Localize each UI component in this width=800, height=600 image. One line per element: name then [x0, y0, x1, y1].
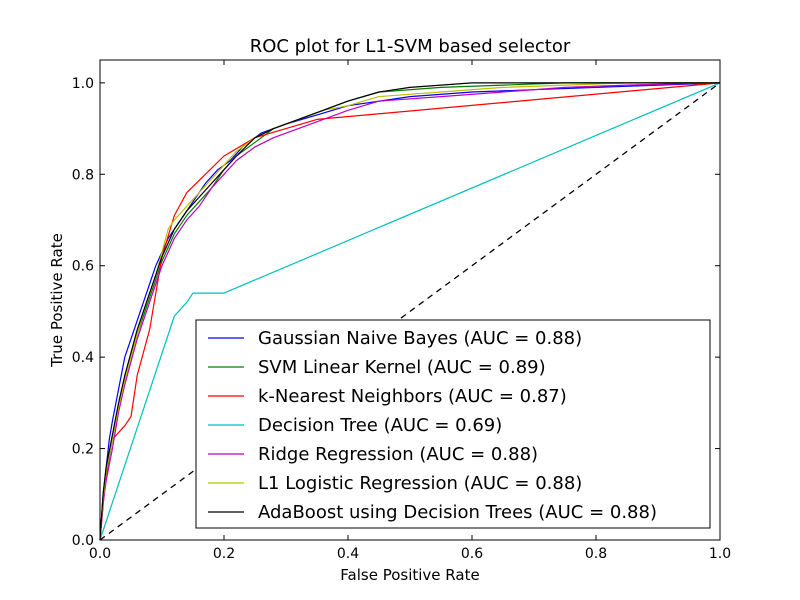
x-axis-title: False Positive Rate — [340, 566, 479, 584]
series-line-6 — [99, 82, 720, 541]
plot-area: 0.0 0.2 0.4 0.6 0.8 1.0 0.0 0.2 0.4 0.6 0.8 1.0 — [72, 59, 731, 562]
x-tick-label: 0.4 — [337, 546, 359, 562]
x-tick-label: 0.8 — [585, 546, 607, 562]
x-tick-label: 0.0 — [89, 546, 111, 562]
y-axis-title: True Positive Rate — [48, 233, 66, 368]
series-line-5 — [99, 82, 721, 541]
y-tick-label: 1.0 — [72, 76, 94, 92]
y-tick-label: 0.8 — [72, 167, 94, 183]
x-tick-label: 1.0 — [709, 546, 731, 562]
x-tick-label: 0.6 — [461, 546, 483, 562]
legend-label-2: SVM Linear Kernel (AUC = 0.89) — [258, 357, 546, 378]
legend: Gaussian Naive Bayes (AUC = 0.88) SVM Lin… — [195, 319, 711, 529]
plot-frame — [99, 59, 721, 541]
y-tick-label: 0.2 — [72, 442, 94, 458]
legend-label-5: Ridge Regression (AUC = 0.88) — [258, 444, 538, 465]
y-tick-label: 0.0 — [72, 533, 94, 549]
series-line-7 — [99, 82, 720, 541]
x-tick-label: 0.2 — [213, 546, 235, 562]
legend-label-7: AdaBoost using Decision Trees (AUC = 0.8… — [258, 502, 657, 523]
legend-label-1: Gaussian Naive Bayes (AUC = 0.88) — [258, 328, 582, 349]
legend-box — [195, 319, 711, 529]
y-tick-label: 0.4 — [72, 350, 94, 366]
legend-label-6: L1 Logistic Regression (AUC = 0.88) — [258, 473, 582, 494]
legend-label-3: k-Nearest Neighbors (AUC = 0.87) — [258, 386, 567, 407]
series-line-4 — [99, 82, 721, 541]
series-line-3 — [99, 82, 721, 541]
y-tick-label: 0.6 — [72, 259, 94, 275]
chart-title: ROC plot for L1-SVM based selector — [250, 36, 571, 57]
legend-label-4: Decision Tree (AUC = 0.69) — [258, 415, 502, 436]
reference-diagonal-line — [99, 82, 721, 541]
